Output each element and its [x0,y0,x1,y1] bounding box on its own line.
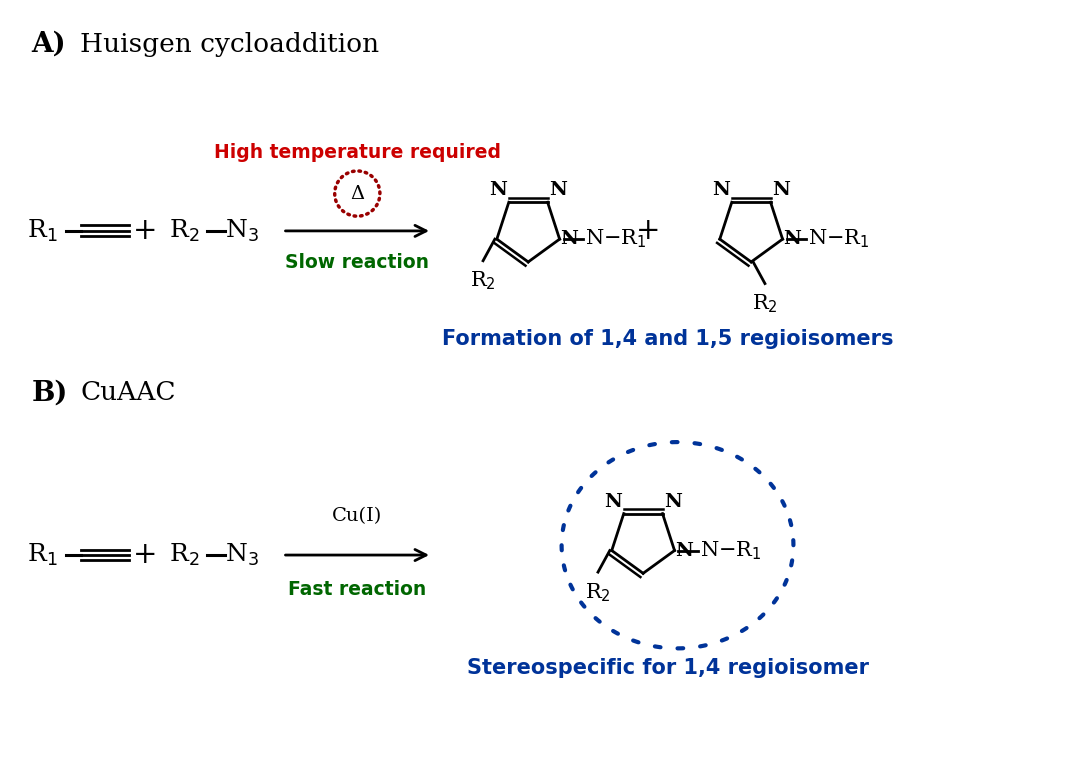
Text: N$-$R$_1$: N$-$R$_1$ [808,228,869,251]
Text: A): A) [31,31,66,58]
Text: Stereospecific for 1,4 regioisomer: Stereospecific for 1,4 regioisomer [467,658,868,678]
Text: N: N [489,182,507,200]
Text: R$_2$: R$_2$ [752,292,778,315]
Text: N: N [784,230,801,248]
Text: N: N [664,493,683,511]
Text: N$_3$: N$_3$ [225,542,258,568]
Text: N$_3$: N$_3$ [225,218,258,244]
Text: Δ: Δ [350,185,364,203]
Text: N: N [772,182,791,200]
Text: R$_2$: R$_2$ [470,269,496,292]
Text: N: N [604,493,622,511]
Text: High temperature required: High temperature required [214,143,501,162]
Text: N: N [675,542,693,560]
Text: N$-$R$_1$: N$-$R$_1$ [585,228,647,251]
Text: R$_2$: R$_2$ [168,218,199,244]
Text: R$_1$: R$_1$ [27,218,58,244]
Text: R$_2$: R$_2$ [585,581,611,604]
Text: N: N [561,230,579,248]
Text: +: + [636,217,660,245]
Text: B): B) [31,380,68,406]
Text: Cu(I): Cu(I) [333,507,382,525]
Text: Slow reaction: Slow reaction [285,253,429,272]
Text: N$-$R$_1$: N$-$R$_1$ [700,539,761,562]
Text: +: + [133,541,158,569]
Text: CuAAC: CuAAC [80,381,176,406]
Text: N: N [712,182,730,200]
Text: R$_2$: R$_2$ [168,542,199,568]
Text: N: N [550,182,567,200]
Text: +: + [133,217,158,245]
Text: Huisgen cycloaddition: Huisgen cycloaddition [80,32,379,57]
Text: Formation of 1,4 and 1,5 regioisomers: Formation of 1,4 and 1,5 regioisomers [442,329,893,349]
Text: Fast reaction: Fast reaction [288,580,427,599]
Text: R$_1$: R$_1$ [27,542,58,568]
